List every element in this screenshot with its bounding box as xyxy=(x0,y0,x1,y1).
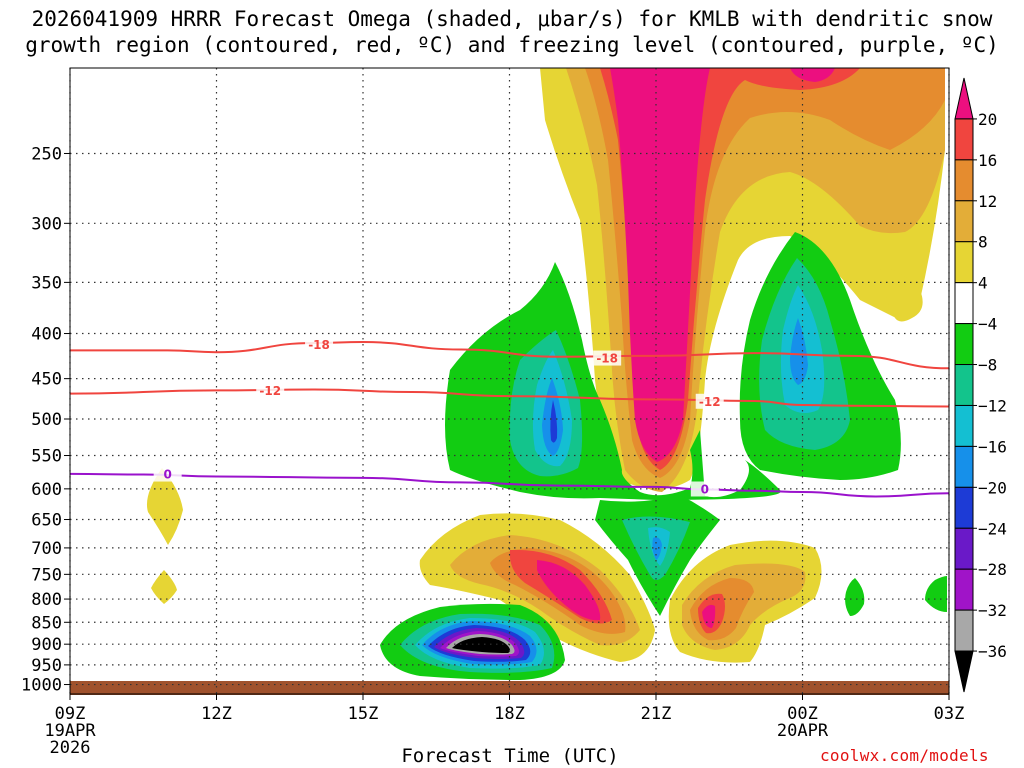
colorbar-bin xyxy=(954,527,974,570)
colorbar-label: −32 xyxy=(978,601,1007,620)
colorbar-bin xyxy=(954,404,974,447)
y-tick-label: 650 xyxy=(31,511,62,531)
contour-label-bg xyxy=(256,383,285,399)
y-axis: 2503003504004505005506006507007508008509… xyxy=(21,144,70,696)
contour-label-bg xyxy=(690,481,719,497)
x-tick-label: 00Z xyxy=(787,704,818,724)
colorbar: 20 16 12 8 4 −4 −8 −12 −16 −20 −24 −28 −32 −36 xyxy=(954,77,1007,693)
omega-shading xyxy=(146,68,947,680)
x-tick-label: 12Z xyxy=(201,704,232,724)
title-line-1: 2026041909 HRRR Forecast Omega (shaded, … xyxy=(31,7,993,31)
colorbar-label: 12 xyxy=(978,192,997,211)
colorbar-label: 20 xyxy=(978,110,997,129)
omega-region-upper-right-tail xyxy=(880,268,923,322)
colorbar-bin xyxy=(954,323,974,366)
omega-region-central-m16 xyxy=(652,537,662,560)
x-axis-title: Forecast Time (UTC) xyxy=(401,745,619,767)
colorbar-cap-bottom xyxy=(954,650,974,693)
colorbar-label: −24 xyxy=(978,519,1007,538)
omega-region-upper-20 xyxy=(610,68,710,462)
contour-labels: -18 -18 -12 -12 0 0 xyxy=(153,336,724,497)
colorbar-bin xyxy=(954,118,974,161)
omega-region-upper-right-20 xyxy=(790,68,835,82)
contour-label: 0 xyxy=(701,482,709,496)
colorbar-label: −36 xyxy=(978,642,1007,661)
omega-region-lowright-20 xyxy=(702,604,716,628)
y-tick-label: 350 xyxy=(31,273,62,293)
contour-label-bg xyxy=(695,393,724,409)
colorbar-bin xyxy=(954,445,974,488)
x-tick-label: 21Z xyxy=(641,704,672,724)
y-tick-label: 850 xyxy=(31,613,62,633)
omega-region-spot-2 xyxy=(151,570,177,604)
x-tick-label: 03Z xyxy=(934,704,965,724)
colorbar-label: 8 xyxy=(978,233,988,252)
credit-link[interactable]: coolwx.com/models xyxy=(820,746,989,765)
colorbar-cap-top xyxy=(954,77,974,120)
y-tick-label: 1000 xyxy=(21,676,62,696)
chart-title: 2026041909 HRRR Forecast Omega (shaded, … xyxy=(0,6,1024,58)
omega-region-lowleft-20 xyxy=(537,560,601,621)
colorbar-bin xyxy=(954,609,974,652)
y-tick-label: 750 xyxy=(31,565,62,585)
colorbar-label: 4 xyxy=(978,274,988,293)
colorbar-label: 16 xyxy=(978,151,997,170)
temperature-contours xyxy=(70,341,949,498)
contour-line xyxy=(70,472,949,498)
y-tick-label: 450 xyxy=(31,370,62,390)
y-tick-label: 600 xyxy=(31,480,62,500)
y-tick-label: 500 xyxy=(31,410,62,430)
colorbar-bin xyxy=(954,486,974,529)
omega-region-spot-1 xyxy=(146,468,183,545)
contour-label: -18 xyxy=(596,352,618,366)
x-tick-label: 15Z xyxy=(348,704,379,724)
colorbar-label: −8 xyxy=(978,356,997,375)
y-tick-label: 300 xyxy=(31,214,62,234)
x-tick-date: 19APR xyxy=(44,721,96,741)
contour-label: -12 xyxy=(699,395,721,409)
contour-label-bg xyxy=(593,350,622,366)
colorbar-label: −20 xyxy=(978,478,1007,497)
contour-label: 0 xyxy=(163,468,171,482)
contour-label-bg xyxy=(305,336,334,352)
omega-region-spot-3 xyxy=(845,578,865,616)
y-tick-label: 800 xyxy=(31,590,62,610)
contour-line xyxy=(70,341,949,370)
contour-line xyxy=(70,388,949,408)
y-tick-label: 250 xyxy=(31,144,62,164)
colorbar-label: −16 xyxy=(978,437,1007,456)
contour-label: -18 xyxy=(308,338,330,352)
gridlines xyxy=(69,68,950,694)
colorbar-bin xyxy=(954,364,974,406)
omega-region-midleft-m20 xyxy=(550,400,558,443)
colorbar-label: −28 xyxy=(978,560,1007,579)
colorbar-label: −12 xyxy=(978,396,1007,415)
y-tick-label: 400 xyxy=(31,325,62,345)
y-tick-label: 550 xyxy=(31,447,62,467)
colorbar-bin xyxy=(954,159,974,202)
colorbar-bin xyxy=(954,241,974,284)
colorbar-label: −4 xyxy=(978,315,997,334)
contour-label-bg xyxy=(153,466,182,482)
omega-region-bl-m36 xyxy=(452,637,510,653)
y-tick-label: 700 xyxy=(31,539,62,559)
contour-label: -12 xyxy=(259,384,281,398)
x-tick-label: 09Z xyxy=(55,704,86,724)
colorbar-bin xyxy=(954,568,974,611)
colorbar-bin xyxy=(954,282,974,325)
title-line-2: growth region (contoured, red, ºC) and f… xyxy=(25,33,999,57)
colorbar-bin xyxy=(954,200,974,243)
x-tick-date: 20APR xyxy=(777,721,829,741)
y-tick-label: 950 xyxy=(31,656,62,676)
ground-surface xyxy=(70,681,949,695)
x-tick-label: 18Z xyxy=(494,704,525,724)
y-tick-label: 900 xyxy=(31,635,62,655)
x-tick-year: 2026 xyxy=(50,738,91,758)
omega-region-spot-4 xyxy=(925,576,947,612)
omega-region-midright-m16 xyxy=(790,318,808,385)
